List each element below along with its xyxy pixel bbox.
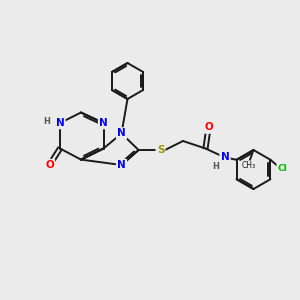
Text: N: N	[117, 160, 126, 170]
Text: O: O	[45, 160, 54, 170]
Text: H: H	[213, 162, 219, 171]
Text: N: N	[117, 128, 126, 139]
Text: CH₃: CH₃	[242, 161, 256, 170]
Text: Cl: Cl	[278, 164, 287, 173]
Text: N: N	[56, 118, 64, 128]
Text: S: S	[157, 145, 164, 155]
Text: H: H	[43, 117, 50, 126]
Text: N: N	[220, 152, 230, 163]
Text: O: O	[204, 122, 213, 133]
Text: N: N	[99, 118, 108, 128]
